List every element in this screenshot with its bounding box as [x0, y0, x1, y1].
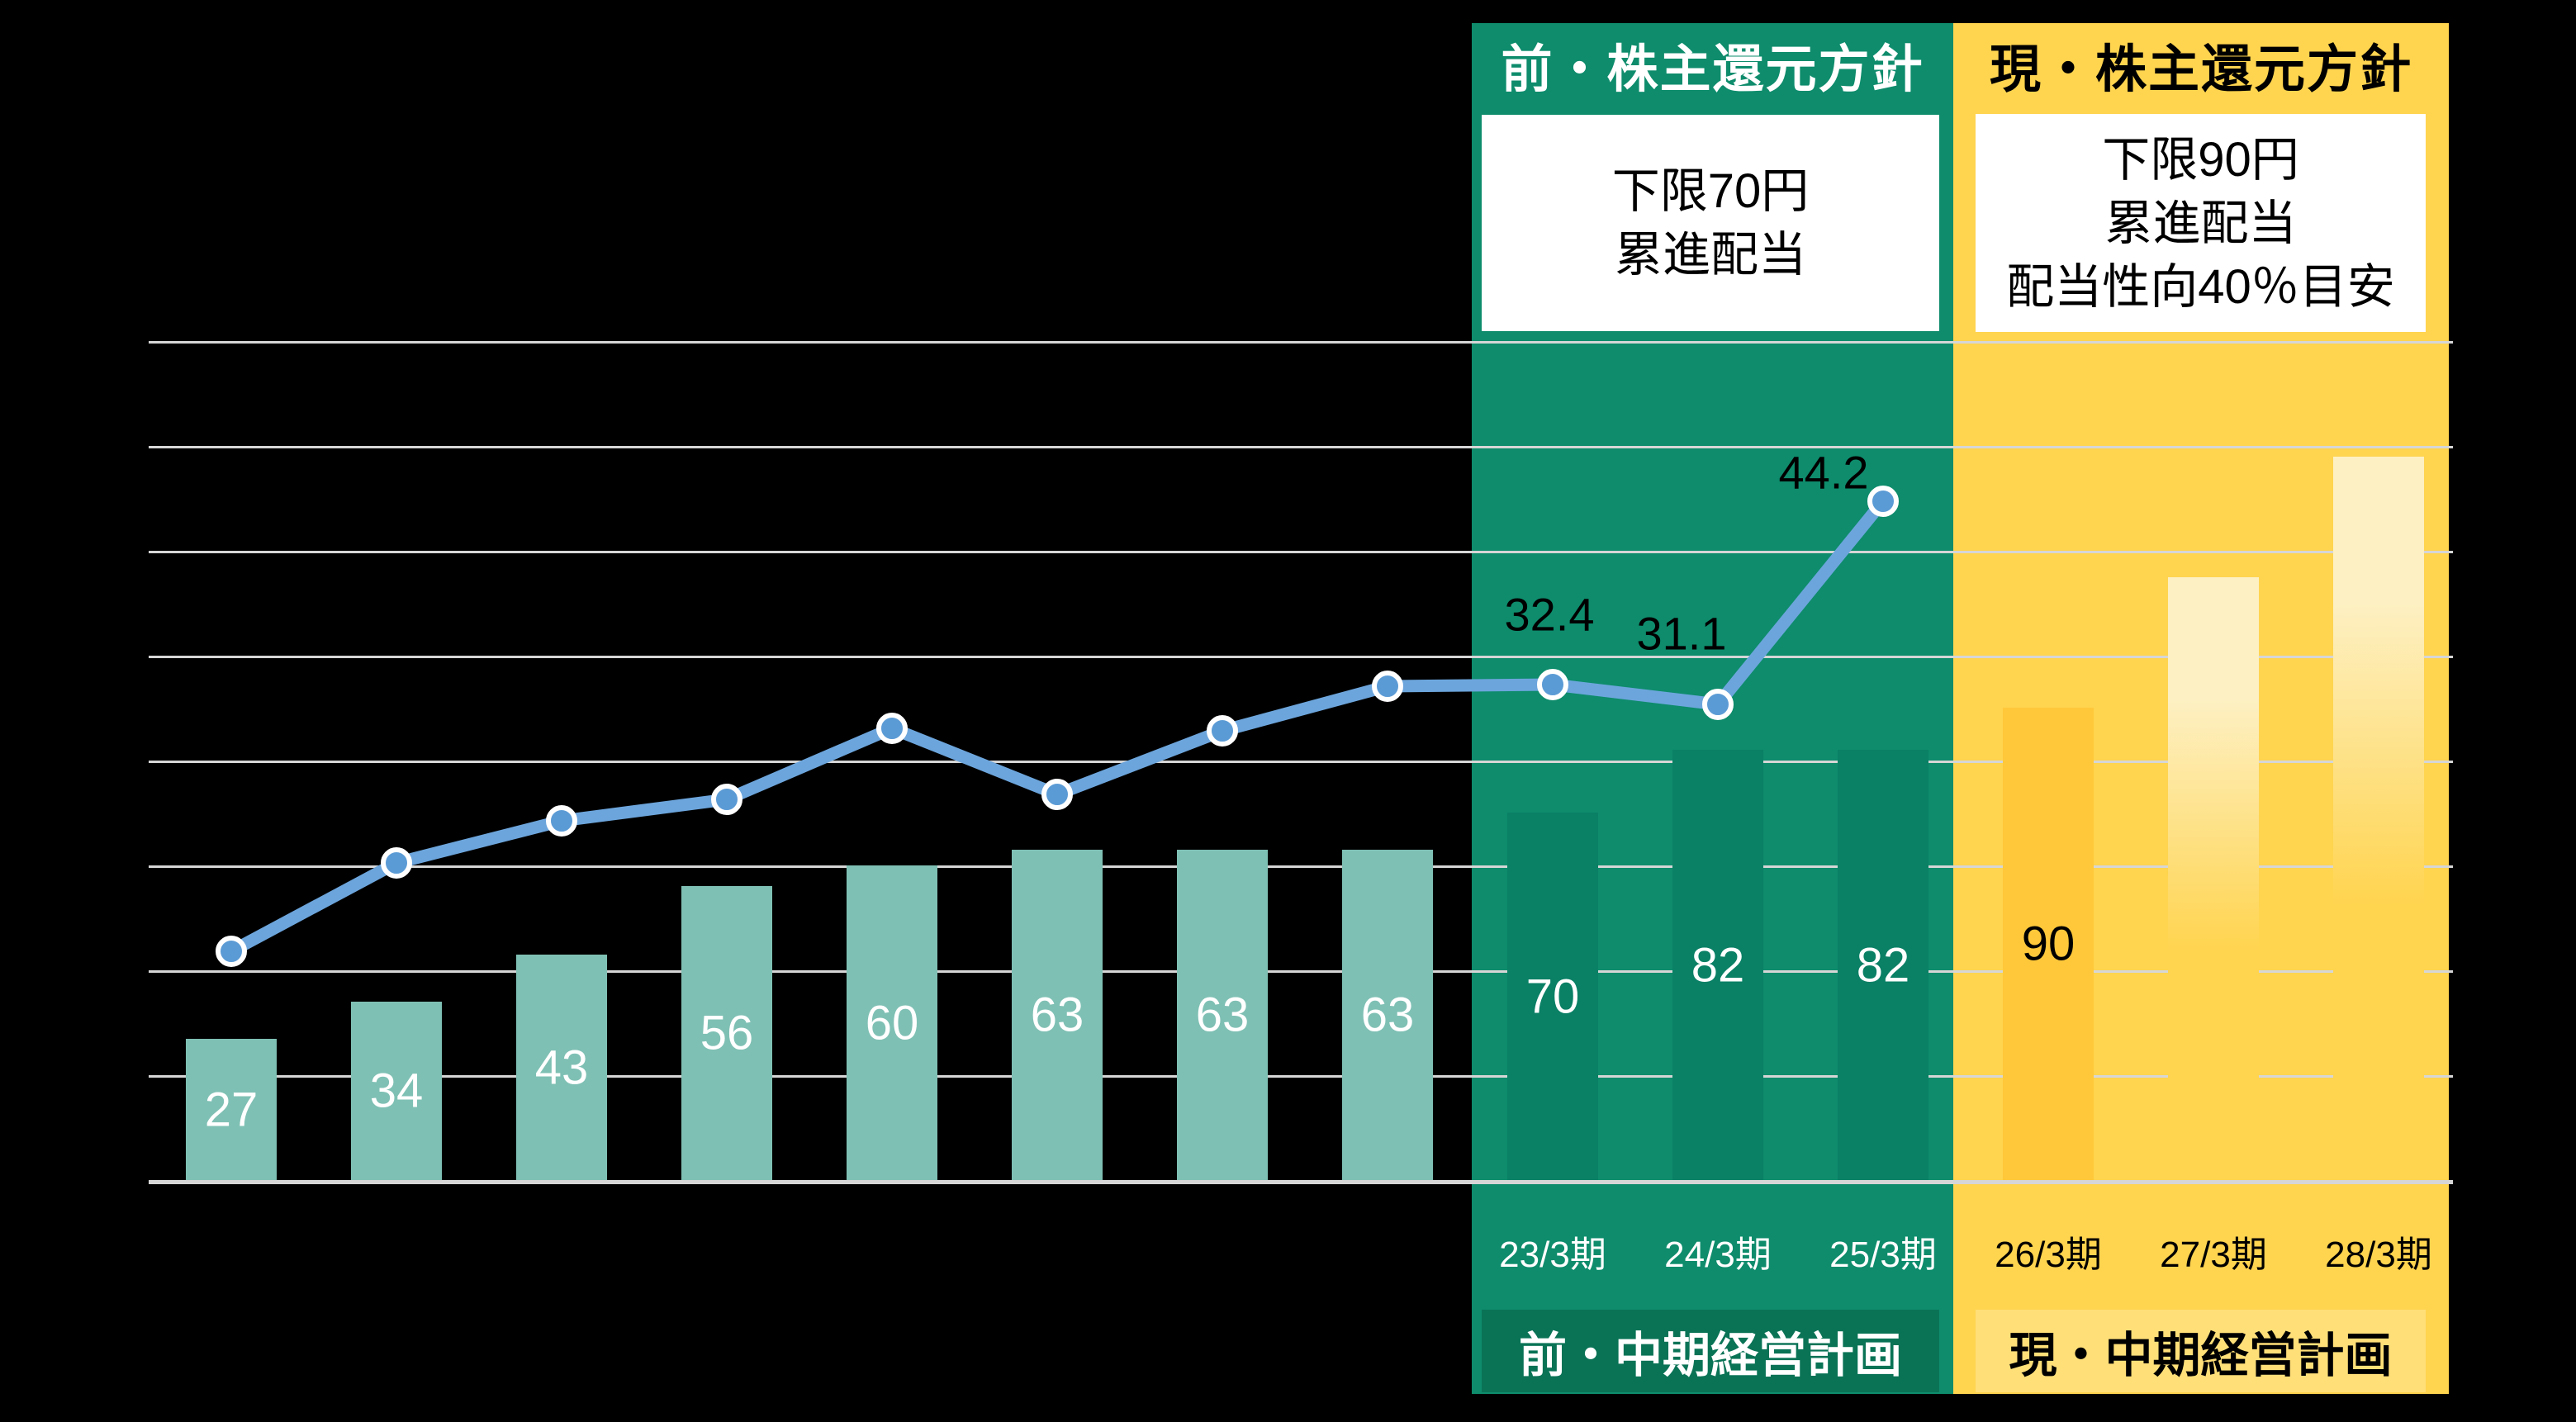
bar-value-label: 90 — [2021, 917, 2076, 971]
bar-value-label: 56 — [700, 1006, 754, 1060]
bar-value-label: 34 — [369, 1064, 424, 1118]
x-axis-label: 25/3期 — [1829, 1235, 1937, 1275]
line-marker — [216, 936, 247, 967]
gridline — [149, 1075, 2453, 1078]
line-marker — [546, 805, 577, 837]
bar-value-label: 63 — [1195, 988, 1250, 1042]
current-policy-line: 配当性向40％目安 — [2006, 259, 2395, 314]
previous-policy-line: 累進配当 — [1614, 228, 1806, 282]
x-axis-label: 28/3期 — [2325, 1235, 2432, 1275]
bar-28/3期 — [2333, 457, 2424, 1180]
line-marker — [1207, 715, 1238, 747]
previous-midterm-plan-title: 前・中期経営計画 — [1482, 1310, 1939, 1392]
line-value-label: 32.4 — [1504, 588, 1595, 641]
bar-slot-1 — [186, 1039, 277, 1180]
x-axis-line — [149, 1180, 2453, 1184]
bar-value-label: 63 — [1360, 988, 1415, 1042]
current-policy-box: 下限90円 累進配当 配当性向40％目安 — [1976, 114, 2426, 332]
line-marker — [1041, 779, 1073, 810]
gridline — [149, 761, 2453, 763]
bar-27/3期 — [2168, 577, 2259, 1180]
x-axis-label: 23/3期 — [1499, 1235, 1606, 1275]
gridline — [149, 970, 2453, 973]
current-policy-header: 現・株主還元方針 — [1989, 41, 2412, 98]
bar-26/3期 — [2003, 708, 2094, 1180]
bar-slot-2 — [351, 1002, 442, 1180]
gridline — [149, 865, 2453, 868]
previous-policy-header: 前・株主還元方針 — [1501, 41, 1924, 98]
bar-value-label: 43 — [534, 1040, 589, 1094]
line-marker — [711, 784, 742, 815]
gridline — [149, 341, 2453, 344]
x-axis-label: 24/3期 — [1664, 1235, 1772, 1275]
line-marker — [1372, 671, 1403, 702]
line-marker — [381, 847, 412, 879]
previous-policy-box: 下限70円 累進配当 — [1482, 115, 1939, 331]
gridline — [149, 551, 2453, 553]
current-policy-line: 累進配当 — [2104, 196, 2297, 250]
previous-policy-line: 下限70円 — [1611, 164, 1810, 218]
current-policy-line: 下限90円 — [2102, 132, 2299, 187]
x-axis-label: 26/3期 — [1995, 1235, 2102, 1275]
line-value-label: 31.1 — [1636, 607, 1727, 660]
gridline — [149, 656, 2453, 658]
bar-value-label: 63 — [1030, 988, 1084, 1042]
gridline — [149, 446, 2453, 448]
line-value-label: 44.2 — [1778, 446, 1869, 499]
bar-slot-3 — [516, 955, 607, 1180]
x-axis-label: 27/3期 — [2160, 1235, 2267, 1275]
bar-value-label: 27 — [204, 1083, 259, 1136]
current-midterm-plan-title: 現・中期経営計画 — [1976, 1310, 2426, 1392]
line-marker — [876, 713, 908, 744]
bar-value-label: 82 — [1691, 938, 1745, 992]
bar-value-label: 82 — [1856, 938, 1910, 992]
bar-value-label: 60 — [865, 996, 919, 1050]
bar-value-label: 70 — [1525, 969, 1580, 1023]
